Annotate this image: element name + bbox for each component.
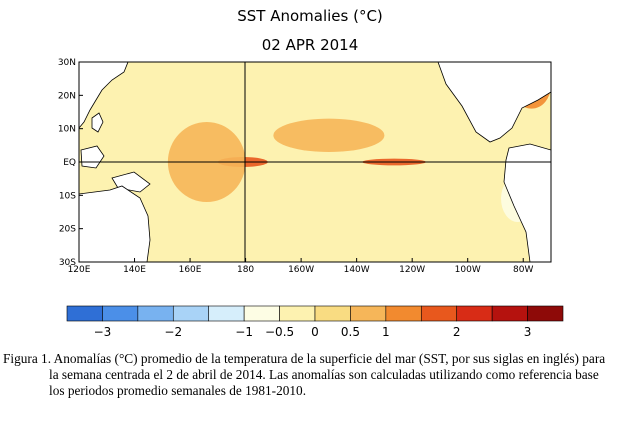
colorbar-swatch xyxy=(137,305,174,322)
anomaly-region-2 xyxy=(273,118,385,152)
colorbar-tick-label: −1 xyxy=(235,325,253,339)
land-asia xyxy=(79,62,129,129)
colorbar-swatch xyxy=(350,305,387,322)
colorbar: −3 −2 −1 −0.5 0 0.5 1 2 3 xyxy=(66,305,564,339)
colorbar-tick-label: −2 xyxy=(164,325,182,339)
colorbar-swatch xyxy=(314,305,351,322)
sst-anomaly-figure: SST Anomalies (°C) 02 APR 2014 120E 140E 1… xyxy=(58,7,564,339)
chart-title: SST Anomalies (°C) xyxy=(237,7,383,25)
x-tick-label: 160E xyxy=(179,265,202,275)
colorbar-swatch xyxy=(243,305,280,322)
colorbar-tick-label: 1 xyxy=(382,325,390,339)
x-tick-label: 80W xyxy=(513,265,533,275)
colorbar-tick-label: 0.5 xyxy=(341,325,360,339)
colorbar-swatch xyxy=(172,305,210,322)
x-tick-label: 140E xyxy=(123,265,146,275)
y-axis: 30N 20N 10N EQ 10S 20S 30S xyxy=(58,58,83,268)
colorbar-swatch xyxy=(491,305,528,322)
y-tick-label: 10N xyxy=(58,125,76,135)
x-axis: 120E 140E 160E 180 160W 140W 120W 100W 80W xyxy=(68,258,534,275)
land-masses xyxy=(79,62,551,262)
y-tick-label: 30S xyxy=(59,258,76,268)
x-tick-label: 180 xyxy=(237,265,254,275)
y-tick-label: 10S xyxy=(59,191,76,201)
y-tick-label: 20N xyxy=(58,91,76,101)
y-tick-label: EQ xyxy=(63,158,76,168)
colorbar-tick-label: −0.5 xyxy=(265,325,294,339)
land-north-america xyxy=(437,62,551,143)
x-tick-label: 100W xyxy=(455,265,481,275)
land-philippines xyxy=(91,112,104,133)
figure-caption: Figura 1. Anomalías (°C) promedio de la … xyxy=(3,351,613,399)
colorbar-tick-label: 3 xyxy=(524,325,532,339)
colorbar-swatch xyxy=(385,305,422,322)
colorbar-tick-label: 0 xyxy=(311,325,319,339)
colorbar-tick-label: −3 xyxy=(94,325,112,339)
land-south-america xyxy=(503,143,551,262)
colorbar-swatch xyxy=(456,305,493,322)
x-tick-label: 120E xyxy=(68,265,91,275)
colorbar-swatch xyxy=(66,305,103,322)
land-australia xyxy=(79,185,151,262)
x-tick-label: 140W xyxy=(344,265,370,275)
colorbar-swatch xyxy=(279,305,316,322)
map-panel: 120E 140E 160E 180 160W 140W 120W 100W 80W 30N 20… xyxy=(58,58,552,275)
colorbar-tick-label: 2 xyxy=(453,325,461,339)
colorbar-swatch xyxy=(102,305,139,322)
y-tick-label: 20S xyxy=(59,225,76,235)
anomaly-region-4 xyxy=(290,182,427,236)
colorbar-swatch xyxy=(420,305,458,322)
caption-text: Figura 1. Anomalías (°C) promedio de la … xyxy=(3,351,606,398)
colorbar-swatch xyxy=(527,305,564,322)
y-tick-label: 30N xyxy=(58,58,76,68)
colorbar-swatch xyxy=(208,305,245,322)
x-tick-label: 160W xyxy=(288,265,314,275)
chart-subtitle: 02 APR 2014 xyxy=(262,36,359,54)
x-tick-label: 120W xyxy=(399,265,425,275)
